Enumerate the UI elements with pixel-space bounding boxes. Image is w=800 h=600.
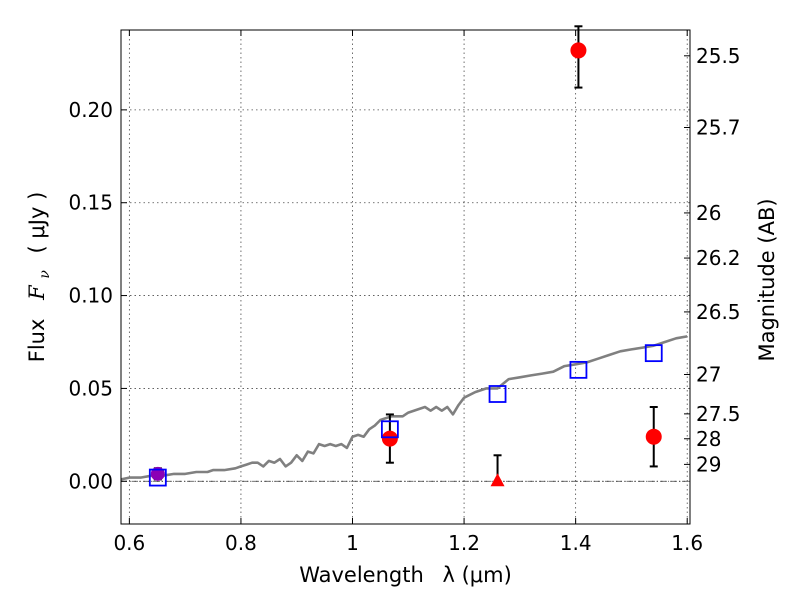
data-markers: [148, 25, 663, 487]
y2-tick-label: 26: [696, 201, 721, 225]
model-photometry-square: [644, 344, 663, 363]
y-tick-label: 0.20: [68, 98, 113, 122]
y-tick-label: 0.00: [68, 469, 113, 493]
x-tick-label: 1.4: [560, 531, 592, 555]
upper-limit-triangle: [490, 473, 505, 487]
y-tick-label: 0.10: [68, 284, 113, 308]
x-axis-label: Wavelength λ (μm): [299, 563, 512, 587]
y2-tick-label: 27.5: [696, 402, 741, 426]
observed-data-point: [645, 428, 662, 445]
y-axis-label: Flux F ν ( μJy ): [25, 192, 54, 363]
observed-data-point: [570, 42, 587, 59]
y2-axis-label: Magnitude (AB): [755, 198, 779, 361]
model-spectrum: [120, 335, 688, 481]
x-tick-label: 1: [346, 531, 359, 555]
y-axis-label-text: Flux: [25, 319, 49, 363]
y2-tick-label: 25.5: [696, 44, 741, 68]
y-tick-label: 0.05: [68, 376, 113, 400]
model-photometry-square: [569, 360, 588, 379]
x-tick-label: 1.6: [671, 531, 703, 555]
model-photometry-square: [148, 468, 167, 487]
y2-tick-label: 29: [696, 452, 721, 476]
x-tick-label: 0.8: [225, 531, 257, 555]
x-axis-label-text: Wavelength: [299, 563, 424, 587]
plot-frame: [120, 29, 691, 525]
x-axis-label-symbol: λ (μm): [442, 563, 511, 587]
y2-tick-label: 26.2: [696, 246, 741, 270]
y2-tick-label: 28: [696, 427, 721, 451]
y-axis-label-symbol: F: [25, 284, 49, 301]
model-photometry-square: [380, 420, 399, 439]
axis-ticks: 0.6 0.8 1 1.2 1.4 1.6 0.00 0.05 0.10 0.15 0.20 25.5…: [68, 30, 741, 555]
model-spectrum-line: [120, 335, 688, 481]
y-tick-label: 0.15: [68, 191, 113, 215]
x-tick-label: 1.2: [448, 531, 480, 555]
grid-lines: [121, 30, 690, 524]
observed-data-point: [381, 430, 398, 447]
y-axis-label-subscript: ν: [37, 270, 53, 279]
y2-tick-label: 25.7: [696, 116, 741, 140]
y2-tick-label: 26.5: [696, 300, 741, 324]
y2-tick-label: 27: [696, 363, 721, 387]
y-axis-label-unit: ( μJy ): [25, 192, 49, 254]
model-photometry-square: [488, 385, 507, 403]
x-tick-label: 0.6: [113, 531, 145, 555]
